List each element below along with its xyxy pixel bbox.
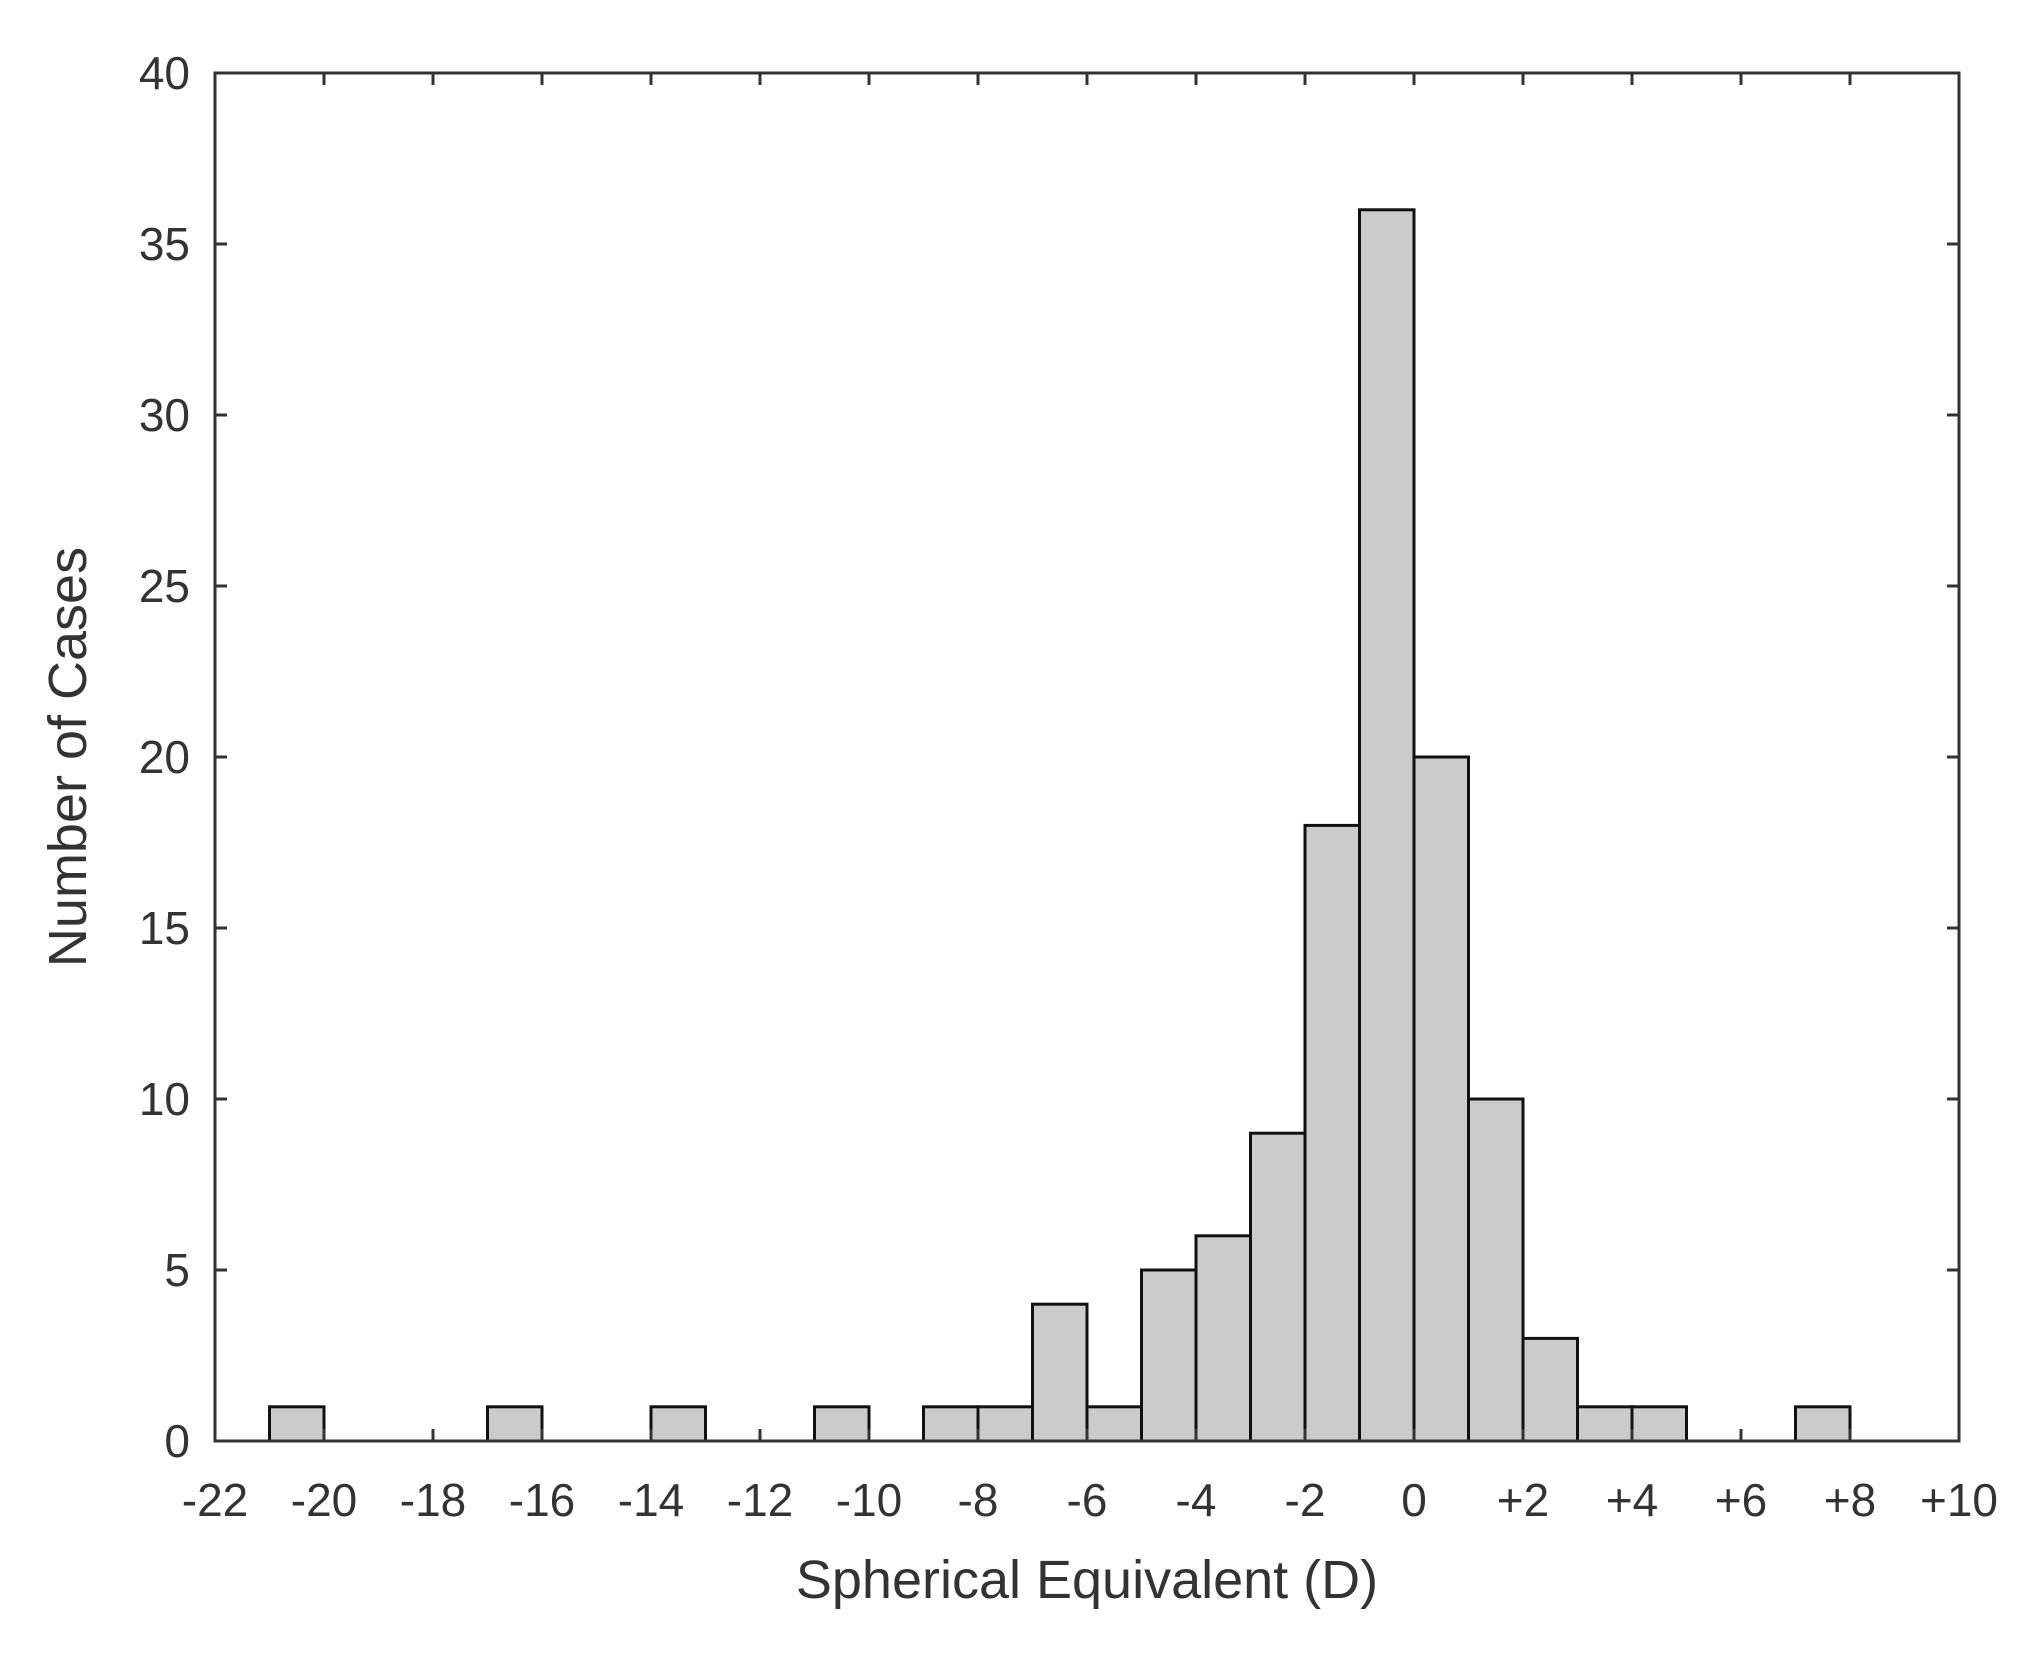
histogram-bar — [1303, 823, 1361, 1443]
x-tick-label: -16 — [509, 1474, 575, 1526]
y-tick-label: 35 — [139, 218, 190, 270]
histogram-bar — [1467, 1097, 1525, 1443]
histogram-bar — [1358, 208, 1416, 1443]
x-tick-label: -18 — [400, 1474, 466, 1526]
x-axis-title: Spherical Equivalent (D) — [796, 1550, 1378, 1610]
histogram-bar — [486, 1405, 544, 1443]
y-tick-label: 25 — [139, 560, 190, 612]
plot-frame — [213, 71, 1961, 1443]
y-tick-label: 0 — [164, 1415, 190, 1467]
x-tick-label: +2 — [1497, 1474, 1549, 1526]
histogram-bar — [1194, 1234, 1252, 1443]
histogram-bar — [813, 1405, 871, 1443]
x-tick-label: -14 — [618, 1474, 684, 1526]
histogram-bar — [268, 1405, 326, 1443]
histogram-bar — [649, 1405, 707, 1443]
x-tick-label: -12 — [727, 1474, 793, 1526]
y-tick-label: 10 — [139, 1073, 190, 1125]
x-tick-label: +8 — [1824, 1474, 1876, 1526]
x-tick-label: +4 — [1606, 1474, 1658, 1526]
y-tick-label: 15 — [139, 902, 190, 954]
y-axis-title: Number of Cases — [38, 547, 98, 967]
x-tick-label: 0 — [1401, 1474, 1427, 1526]
y-tick-labels: 0 5 10 15 20 25 30 35 40 — [139, 47, 190, 1467]
histogram-bar — [1412, 755, 1470, 1443]
ticks-group — [213, 71, 1961, 1443]
x-tick-label: -20 — [291, 1474, 357, 1526]
x-tick-label: +10 — [1920, 1474, 1998, 1526]
histogram-bar — [1576, 1405, 1634, 1443]
x-tick-label: -6 — [1067, 1474, 1108, 1526]
histogram-bar — [1140, 1268, 1198, 1443]
histogram-bar — [1031, 1302, 1089, 1443]
x-tick-labels: -22 -20 -18 -16 -14 -12 -10 -8 -6 -4 -2 0 +2 +4 +6 +8 +1… — [182, 1474, 1998, 1526]
y-tick-label: 40 — [139, 47, 190, 99]
y-tick-label: 20 — [139, 731, 190, 783]
y-tick-label: 30 — [139, 389, 190, 441]
histogram-bar — [1630, 1405, 1688, 1443]
histogram-bar — [1521, 1336, 1579, 1443]
histogram-bar — [1794, 1405, 1852, 1443]
bars-group — [268, 208, 1852, 1443]
histogram-bar — [922, 1405, 980, 1443]
y-tick-label: 5 — [164, 1244, 190, 1296]
x-tick-label: -8 — [958, 1474, 999, 1526]
histogram-bar — [976, 1405, 1034, 1443]
x-tick-label: -22 — [182, 1474, 248, 1526]
x-tick-label: +6 — [1715, 1474, 1767, 1526]
x-tick-label: -2 — [1285, 1474, 1326, 1526]
histogram-bar — [1249, 1131, 1307, 1443]
x-tick-label: -10 — [836, 1474, 902, 1526]
x-tick-label: -4 — [1176, 1474, 1217, 1526]
histogram-bar — [1085, 1405, 1143, 1443]
